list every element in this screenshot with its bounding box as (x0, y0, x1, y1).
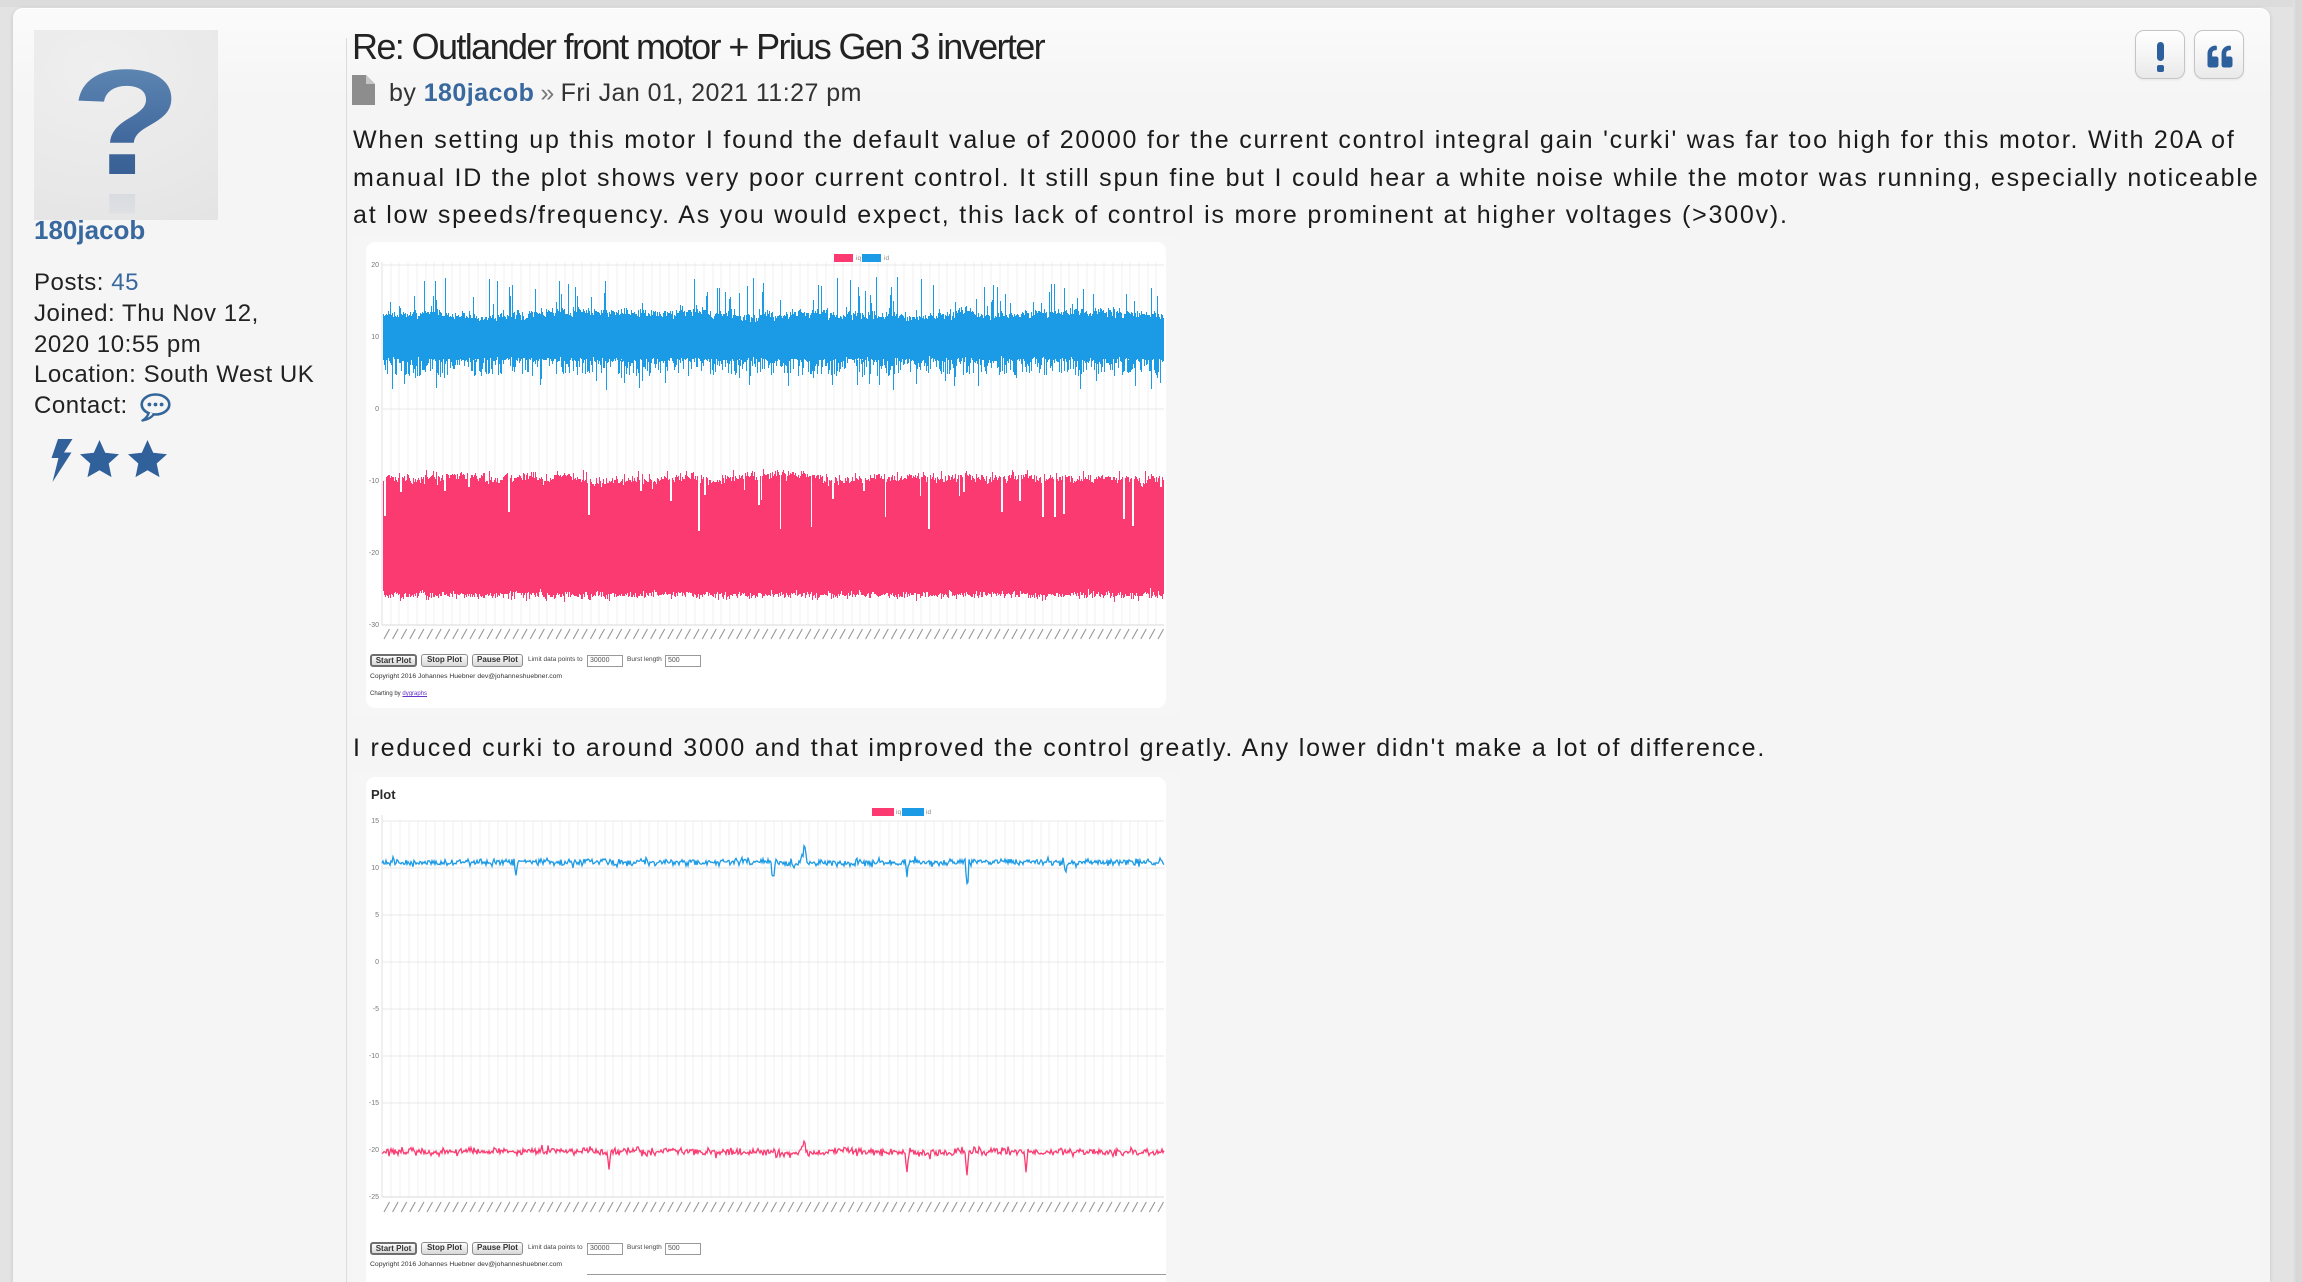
svg-text:-30: -30 (369, 622, 379, 629)
svg-text:-20: -20 (369, 550, 379, 557)
svg-text:15: 15 (371, 818, 379, 825)
svg-text:0: 0 (375, 406, 379, 413)
svg-text:5: 5 (375, 912, 379, 919)
svg-text:0: 0 (375, 959, 379, 966)
svg-text:-15: -15 (369, 1100, 379, 1107)
svg-text:-5: -5 (373, 1006, 379, 1013)
svg-text:10: 10 (371, 334, 379, 341)
svg-text:-10: -10 (369, 1053, 379, 1060)
svg-text:20: 20 (371, 262, 379, 269)
svg-text:-25: -25 (369, 1194, 379, 1201)
svg-text:-10: -10 (369, 478, 379, 485)
svg-text:10: 10 (371, 865, 379, 872)
svg-text:-20: -20 (369, 1147, 379, 1154)
